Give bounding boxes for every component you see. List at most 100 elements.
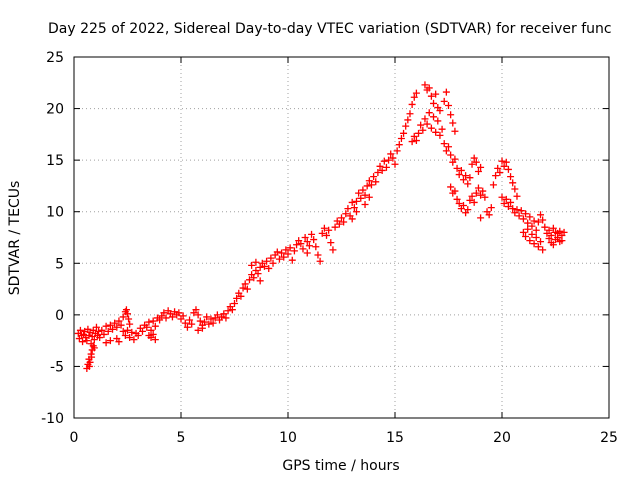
data-point [126,320,134,328]
data-point [537,238,545,246]
data-point [299,245,307,253]
chart-title: Day 225 of 2022, Sidereal Day-to-day VTE… [48,21,612,37]
data-point [507,198,515,206]
data-point [552,228,559,236]
data-point [115,317,123,325]
data-point [359,186,367,194]
data-point [205,320,213,328]
data-point [361,191,369,199]
data-point [423,120,431,128]
data-point [474,184,482,192]
data-point [256,263,264,271]
data-point [119,313,127,321]
data-point [151,336,159,344]
data-point [532,226,540,234]
data-point [432,128,440,136]
data-point [472,189,480,197]
data-point [181,319,189,327]
data-point [502,158,510,166]
data-point [248,261,256,269]
data-point [530,217,538,225]
data-point [196,317,204,325]
data-point [447,183,455,191]
data-point [522,232,530,240]
y-tick-label: -5 [50,359,64,375]
data-point [477,163,485,171]
data-point [513,206,521,214]
data-point [464,206,472,214]
data-point [367,181,375,189]
data-point [545,226,553,234]
data-point [406,110,414,118]
data-point [340,218,348,226]
x-axis-label: GPS time / hours [282,458,399,474]
data-point [100,330,108,338]
data-point [160,309,168,317]
data-point [560,228,568,236]
data-point [447,151,455,159]
data-point [532,234,540,241]
data-point [198,324,206,332]
data-point [121,331,129,339]
data-point [106,321,114,329]
data-point [430,113,438,121]
data-point [498,193,506,201]
data-point [273,248,281,256]
data-point [149,317,157,325]
data-point [438,125,446,133]
data-point [541,223,549,231]
data-point [297,240,305,248]
data-point [393,147,401,155]
data-point [556,227,564,235]
data-point [549,224,557,232]
data-point [314,251,322,259]
data-point [323,231,331,239]
data-point [239,284,247,292]
data-point [316,257,324,265]
data-point [397,134,405,142]
data-point [344,205,352,213]
data-point [305,242,313,250]
axis-ticks [73,56,610,419]
data-point [489,181,497,189]
data-point [301,234,309,241]
data-point [427,124,435,132]
data-point [194,326,202,334]
data-point [179,312,187,320]
data-point [517,207,525,215]
data-point [378,166,386,174]
data-point [79,338,87,346]
data-point [440,97,448,105]
data-point [391,160,399,168]
data-point [395,141,403,149]
data-point [466,174,474,182]
data-point [282,246,290,254]
data-point [468,160,476,168]
data-point [254,270,262,278]
data-point [265,264,273,272]
data-point [365,193,373,201]
data-point [124,310,131,318]
data-point [498,157,506,165]
data-point [421,115,429,123]
y-tick-labels: -10 -5 0 5 10 15 20 25 [41,50,64,427]
data-point [125,315,133,323]
data-point [526,237,534,245]
data-point [194,311,202,319]
data-point [220,310,228,318]
data-point [237,292,245,300]
data-point [175,309,183,317]
data-point [504,165,512,173]
y-tick-label: 10 [46,205,64,221]
data-point [534,243,542,251]
data-point [352,208,360,216]
data-point [267,254,275,262]
data-point [524,219,532,227]
data-point [145,331,153,339]
data-point [459,176,467,184]
data-point [119,327,127,335]
data-point [470,154,478,162]
data-point [511,185,519,193]
data-point [402,122,410,130]
data-point [149,330,157,338]
